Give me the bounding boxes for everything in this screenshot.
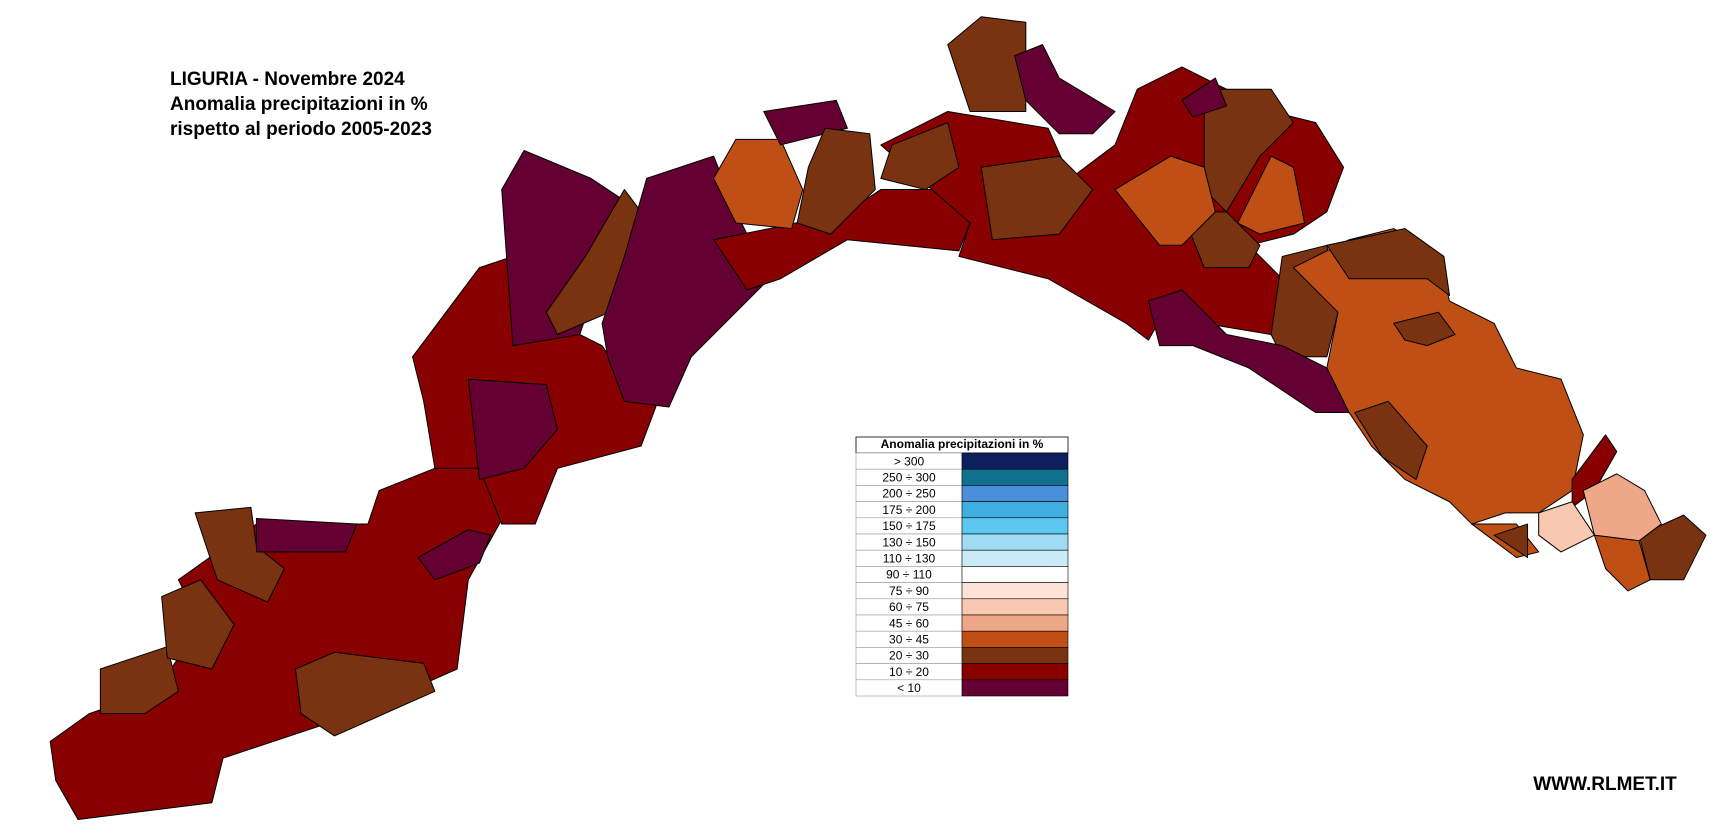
municipality xyxy=(1393,311,1456,347)
municipality xyxy=(763,99,848,146)
legend-swatch xyxy=(961,647,1069,664)
website: WWW.RLMET.IT xyxy=(1533,774,1677,795)
legend-label: 75 ÷ 90 xyxy=(889,584,929,598)
map xyxy=(49,16,1707,821)
legend-swatch xyxy=(961,663,1069,681)
legend-swatch xyxy=(961,614,1069,632)
legend-swatch xyxy=(961,566,1069,583)
municipality xyxy=(1354,400,1428,480)
municipality xyxy=(99,646,179,715)
municipality xyxy=(1493,523,1529,559)
legend-label: 150 ÷ 175 xyxy=(882,519,936,533)
legend-swatch xyxy=(961,582,1069,600)
legend-swatch xyxy=(961,517,1069,535)
municipality xyxy=(980,155,1094,241)
legend-swatch xyxy=(961,501,1069,519)
legend-label: 10 ÷ 20 xyxy=(889,665,929,679)
legend-label: > 300 xyxy=(894,454,925,468)
legend-title: Anomalia precipitazioni in % xyxy=(881,437,1044,451)
legend-label: 20 ÷ 30 xyxy=(889,649,929,663)
legend-label: 200 ÷ 250 xyxy=(882,487,936,501)
title-line: rispetto al periodo 2005-2023 xyxy=(170,119,432,140)
legend-swatch xyxy=(961,485,1069,502)
legend-label: 90 ÷ 110 xyxy=(886,568,932,582)
municipality xyxy=(1237,155,1306,235)
legend: Anomalia precipitazioni in % > 300 250 ÷ … xyxy=(855,436,1069,697)
legend-swatch xyxy=(961,468,1069,486)
municipality xyxy=(49,445,525,821)
title-line: Anomalia precipitazioni in % xyxy=(170,94,428,115)
municipality xyxy=(1114,155,1216,246)
legend-swatch xyxy=(961,533,1069,551)
title-line: LIGURIA - Novembre 2024 xyxy=(170,69,405,90)
municipality xyxy=(1181,77,1228,118)
legend-label: 45 ÷ 60 xyxy=(889,616,929,630)
municipality xyxy=(1538,501,1595,553)
legend-label: 60 ÷ 75 xyxy=(889,600,929,614)
municipality xyxy=(294,651,436,737)
legend-label: 30 ÷ 45 xyxy=(889,632,929,646)
legend-label: 130 ÷ 150 xyxy=(882,535,936,549)
legend-label: 250 ÷ 300 xyxy=(882,470,936,484)
municipality xyxy=(1593,534,1651,592)
legend-swatch xyxy=(961,549,1069,567)
legend-label: 175 ÷ 200 xyxy=(882,503,936,517)
municipality xyxy=(255,517,358,553)
municipality xyxy=(713,138,804,230)
legend-swatch xyxy=(961,630,1069,648)
municipality xyxy=(467,378,559,480)
legend-label: < 10 xyxy=(897,681,921,695)
municipality xyxy=(417,529,492,581)
municipality xyxy=(161,579,235,670)
legend-swatch xyxy=(961,598,1069,616)
municipality xyxy=(947,16,1027,113)
municipality xyxy=(880,122,960,191)
municipality xyxy=(796,127,876,235)
municipality xyxy=(1326,228,1451,296)
legend-label: 110 ÷ 130 xyxy=(883,551,936,565)
municipality xyxy=(194,506,285,603)
municipality xyxy=(1014,44,1116,135)
legend-swatch xyxy=(961,679,1069,697)
legend-swatch xyxy=(961,452,1069,470)
